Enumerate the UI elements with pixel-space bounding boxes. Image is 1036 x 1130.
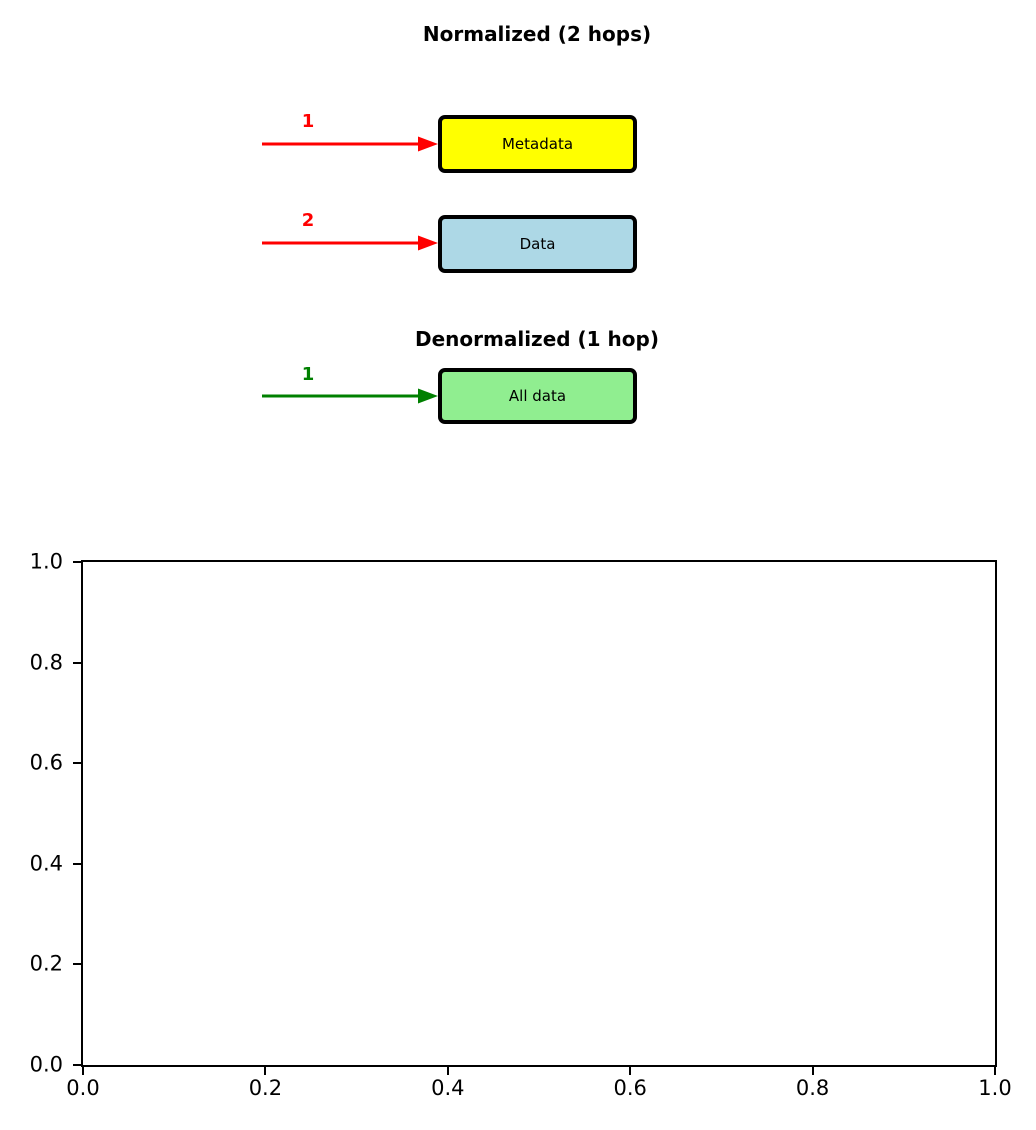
y-tick-label: 1.0	[29, 549, 63, 574]
empty-plot-axes: 1.0 0.8 0.6 0.4 0.2 0.0 0.0 0.2	[30, 551, 1012, 1099]
x-tick-label: 0.6	[613, 1076, 647, 1100]
y-tick-label: 0.0	[29, 1052, 63, 1077]
normalized-section-title: Normalized (2 hops)	[422, 22, 652, 46]
denormalized-section-title: Denormalized (1 hop)	[415, 327, 659, 351]
y-tick-label: 0.8	[29, 650, 63, 675]
x-tick-label: 1.0	[978, 1076, 1012, 1100]
data-node: Data	[438, 215, 637, 273]
y-tick-mark	[73, 762, 81, 765]
y-tick-mark	[73, 963, 81, 966]
hop-arrow-icon	[262, 136, 438, 152]
hop-arrow-icon	[262, 388, 438, 404]
x-tick-label: 0.0	[66, 1076, 100, 1100]
y-tick-mark	[73, 1064, 81, 1066]
hop-number-label: 1	[301, 364, 315, 385]
y-tick-mark	[73, 862, 81, 865]
hop-number-label: 1	[301, 111, 315, 132]
x-tick-label: 0.8	[795, 1076, 830, 1100]
x-tick-mark	[82, 1067, 84, 1075]
y-tick-label: 0.6	[29, 750, 63, 775]
x-tick-mark	[446, 1067, 449, 1075]
y-tick-mark	[73, 561, 81, 563]
x-tick-mark	[264, 1067, 267, 1075]
metadata-node: Metadata	[438, 115, 637, 173]
y-tick-label: 0.2	[29, 951, 63, 976]
all-data-node: All data	[438, 368, 637, 424]
all-data-node-label: All data	[508, 387, 567, 405]
y-tick-mark	[73, 661, 81, 664]
metadata-node-label: Metadata	[501, 135, 574, 153]
hop-arrow-icon	[262, 235, 438, 251]
x-tick-mark	[629, 1067, 632, 1075]
x-tick-mark	[811, 1067, 814, 1075]
data-node-label: Data	[519, 235, 556, 253]
x-tick-label: 0.4	[431, 1076, 465, 1100]
x-tick-label: 0.2	[248, 1076, 283, 1100]
hop-number-label: 2	[301, 210, 315, 231]
x-tick-mark	[994, 1067, 996, 1075]
y-tick-label: 0.4	[29, 851, 63, 876]
